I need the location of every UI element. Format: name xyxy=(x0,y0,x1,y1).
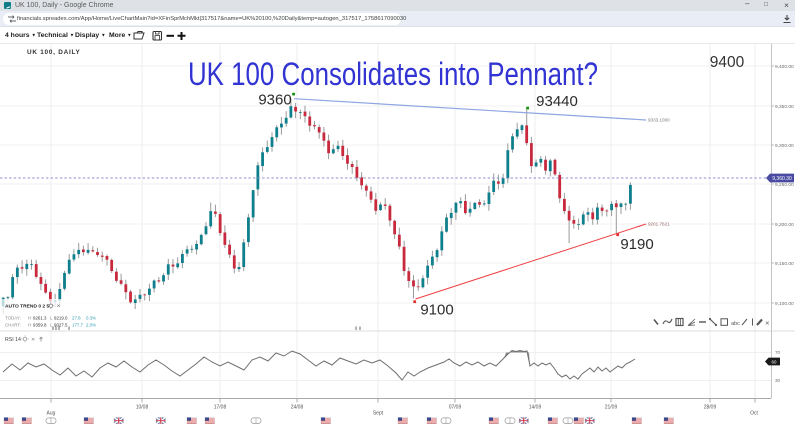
svg-text:30: 30 xyxy=(775,378,781,383)
svg-text:21/09: 21/09 xyxy=(605,405,618,411)
svg-text:✕: ✕ xyxy=(57,304,61,310)
svg-text:9333.1000: 9333.1000 xyxy=(648,118,670,123)
svg-text:L: L xyxy=(50,316,53,321)
svg-text:CHART:: CHART: xyxy=(5,323,21,328)
svg-text:10/08: 10/08 xyxy=(136,405,149,411)
svg-text:9400: 9400 xyxy=(710,54,745,71)
svg-text:07/09: 07/09 xyxy=(449,405,462,411)
svg-text:0.3%: 0.3% xyxy=(86,316,96,321)
svg-text:28/09: 28/09 xyxy=(704,405,717,411)
svg-text:9,100.00: 9,100.00 xyxy=(775,301,794,307)
svg-text:17/08: 17/08 xyxy=(214,405,227,411)
svg-text:9,350.00: 9,350.00 xyxy=(775,104,794,110)
svg-text:9360: 9360 xyxy=(258,92,291,109)
svg-text:RSI 14: RSI 14 xyxy=(5,337,21,343)
svg-text:93440: 93440 xyxy=(536,93,578,110)
svg-text:9,300.00: 9,300.00 xyxy=(775,143,794,149)
svg-text:70: 70 xyxy=(775,350,781,355)
svg-text:9,200.00: 9,200.00 xyxy=(775,222,794,228)
svg-text:9,360.30: 9,360.30 xyxy=(772,176,792,182)
svg-text:24/08: 24/08 xyxy=(291,405,304,411)
svg-text:14/09: 14/09 xyxy=(529,405,542,411)
svg-text:AUTO TREND 0 2 5: AUTO TREND 0 2 5 xyxy=(5,304,49,310)
svg-text:L: L xyxy=(50,323,53,328)
svg-text:UK 100, DAILY: UK 100, DAILY xyxy=(27,49,81,56)
svg-text:✕: ✕ xyxy=(765,321,770,327)
svg-text:177.7: 177.7 xyxy=(72,323,84,328)
svg-text:9219.0: 9219.0 xyxy=(54,316,68,321)
svg-text:9261.3: 9261.3 xyxy=(33,316,47,321)
svg-text:Oct: Oct xyxy=(750,411,758,417)
svg-text:9201.7621: 9201.7621 xyxy=(648,222,670,227)
svg-text:2.0%: 2.0% xyxy=(86,323,96,328)
svg-text:9359.8: 9359.8 xyxy=(33,323,47,328)
svg-text:9,150.00: 9,150.00 xyxy=(775,261,794,267)
svg-text:H: H xyxy=(28,323,31,328)
svg-text:27.8: 27.8 xyxy=(72,316,81,321)
svg-text:abc: abc xyxy=(731,321,740,327)
svg-text:9100: 9100 xyxy=(420,302,453,319)
svg-text:UK 100 Consolidates into Penna: UK 100 Consolidates into Pennant? xyxy=(188,56,598,92)
svg-text:TODAY:: TODAY: xyxy=(5,316,21,321)
svg-text:H: H xyxy=(28,316,31,321)
svg-text:✕: ✕ xyxy=(31,337,35,343)
svg-text:Aug: Aug xyxy=(47,411,56,417)
svg-text:9190: 9190 xyxy=(620,236,653,253)
svg-text:9027.5: 9027.5 xyxy=(54,323,68,328)
svg-text:9,250.00: 9,250.00 xyxy=(775,182,794,188)
svg-text:60: 60 xyxy=(772,360,777,365)
svg-text:Sept: Sept xyxy=(373,411,384,417)
svg-text:9,400.00: 9,400.00 xyxy=(775,64,794,70)
